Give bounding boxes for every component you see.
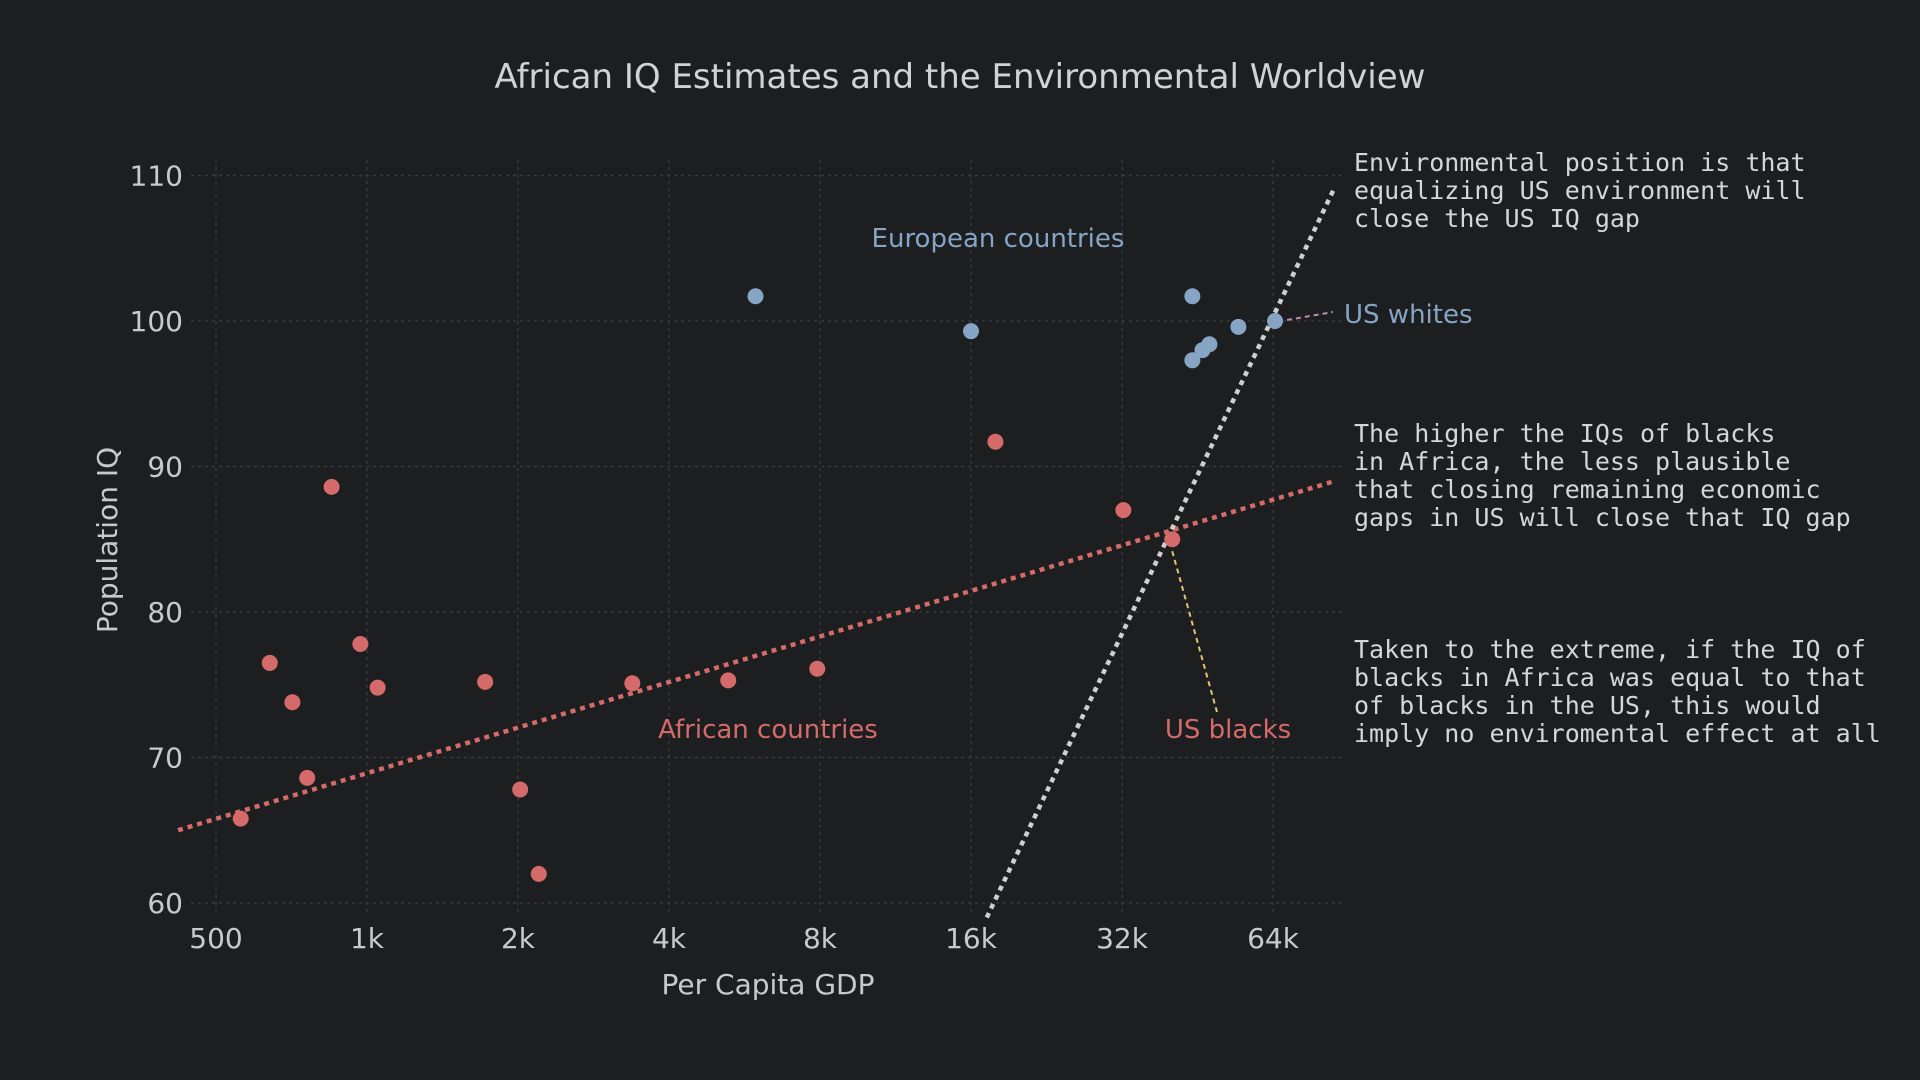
y-tick-label: 70 (147, 742, 183, 775)
annotation-line: blacks in Africa was equal to that (1354, 663, 1866, 692)
x-tick-label: 1k (350, 922, 385, 955)
grid (191, 160, 1345, 915)
annotation-line: that closing remaining economic (1354, 475, 1821, 504)
chart-title: African IQ Estimates and the Environment… (495, 57, 1426, 97)
european-country-point (1230, 318, 1247, 335)
trend-lines (177, 186, 1337, 919)
african-country-point (512, 781, 529, 798)
us-whites-connector (1286, 311, 1334, 321)
x-tick-label: 64k (1247, 922, 1300, 955)
x-tick-label: 16k (945, 922, 998, 955)
african-country-point (624, 675, 641, 692)
annotations: Environmental position is that equalizing… (1354, 148, 1881, 748)
african-country-point (352, 636, 369, 653)
african-country-point (720, 672, 737, 689)
european-country-point (1184, 288, 1201, 305)
african-country-point (284, 694, 301, 711)
y-axis-ticks: 60 70 80 90 100 110 (130, 160, 183, 921)
african-country-point (369, 679, 386, 696)
y-tick-label: 100 (130, 305, 183, 338)
african-country-point (809, 660, 826, 677)
group-labels: European countries US whites African count… (658, 224, 1472, 745)
x-tick-label: 2k (501, 922, 536, 955)
y-tick-label: 90 (147, 451, 183, 484)
label-european-countries: European countries (872, 224, 1125, 254)
european-country-point (963, 323, 979, 340)
african-country-point (299, 769, 316, 786)
annotation-2: The higher the IQs of blacks in Africa, t… (1354, 419, 1851, 532)
european-country-point (747, 288, 764, 305)
african-country-point (261, 654, 278, 671)
african-country-point (232, 810, 249, 827)
x-axis-ticks: 500 1k 2k 4k 8k 16k 32k 64k (189, 922, 1299, 955)
annotation-line: close the US IQ gap (1354, 204, 1640, 233)
x-tick-label: 4k (652, 922, 687, 955)
annotation-line: equalizing US environment will (1354, 176, 1806, 205)
y-tick-label: 80 (147, 596, 183, 629)
african-country-point (987, 433, 1004, 450)
x-tick-label: 500 (189, 922, 242, 955)
european-country-point (1267, 313, 1284, 329)
annotation-3: Taken to the extreme, if the IQ of blacks… (1354, 635, 1881, 748)
african-country-point (1164, 531, 1181, 548)
annotation-line: Taken to the extreme, if the IQ of (1354, 635, 1866, 664)
annotation-line: in Africa, the less plausible (1354, 447, 1791, 476)
y-tick-label: 60 (147, 887, 183, 920)
annotation-line: Environmental position is that (1354, 148, 1806, 177)
european-country-point (1201, 336, 1218, 353)
label-us-whites: US whites (1344, 300, 1473, 330)
label-us-blacks: US blacks (1165, 715, 1291, 745)
european-country-point (1184, 352, 1201, 369)
environmental-line (984, 186, 1337, 919)
x-tick-label: 32k (1096, 922, 1149, 955)
x-axis-label: Per Capita GDP (662, 968, 875, 1001)
annotation-line: The higher the IQs of blacks (1354, 419, 1775, 448)
us-blacks-connector (1171, 550, 1218, 713)
y-tick-label: 110 (130, 160, 183, 193)
african-trend (177, 478, 1336, 833)
data-points (232, 288, 1284, 882)
african-country-point (530, 865, 547, 882)
african-country-point (323, 478, 340, 495)
x-tick-label: 8k (803, 922, 838, 955)
annotation-line: imply no enviromental effect at all (1354, 719, 1881, 748)
label-african-countries: African countries (658, 715, 878, 745)
african-country-point (477, 673, 494, 690)
annotation-line: gaps in US will close that IQ gap (1354, 503, 1851, 532)
annotation-line: of blacks in the US, this would (1354, 691, 1821, 720)
annotation-1: Environmental position is that equalizing… (1354, 148, 1806, 233)
y-axis-label: Population IQ (91, 447, 124, 633)
label-connectors (1171, 311, 1334, 713)
african-country-point (1115, 502, 1132, 519)
